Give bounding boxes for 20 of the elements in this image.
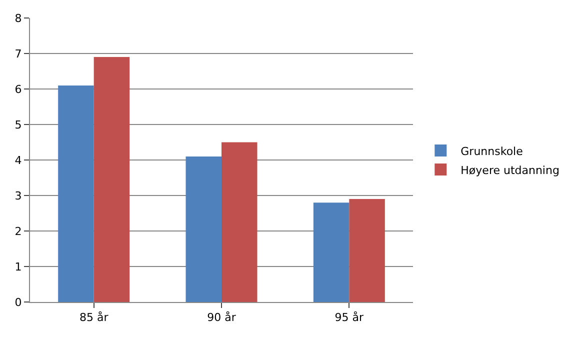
y-tick-label: 6	[14, 82, 22, 96]
bar	[94, 57, 130, 302]
bar	[313, 202, 350, 302]
legend-label: Grunnskole	[460, 144, 524, 158]
y-tick-label: 4	[14, 154, 22, 167]
y-tick-label: 1	[14, 260, 22, 274]
y-tick-label: 3	[14, 189, 22, 202]
bar	[58, 85, 94, 302]
y-tick-label: 8	[14, 12, 22, 25]
x-tick-label: 95 år	[334, 311, 364, 324]
bar	[349, 199, 385, 302]
y-tick-label: 7	[14, 47, 22, 60]
y-tick-label: 5	[14, 118, 22, 132]
legend-label: Høyere utdanning	[460, 164, 560, 177]
x-tick-label: 85 år	[79, 311, 109, 324]
y-tick-label: 0	[14, 296, 22, 309]
bar	[222, 142, 258, 302]
y-tick-label: 2	[14, 224, 22, 238]
bar	[186, 156, 222, 302]
x-tick-label: 90 år	[207, 311, 236, 324]
